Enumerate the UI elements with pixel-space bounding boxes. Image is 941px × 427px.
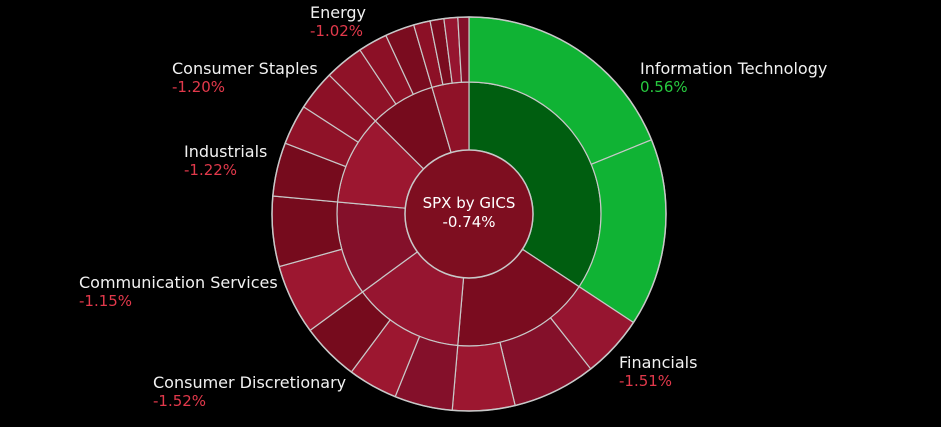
chart-title: SPX by GICS (423, 194, 516, 212)
sector-change-communication-services: -1.15% (79, 292, 132, 310)
sector-label-energy: Energy (310, 3, 366, 22)
sector-labels: Information Technology0.56%Financials-1.… (79, 3, 827, 410)
sector-change-consumer-discretionary: -1.52% (153, 392, 206, 410)
center-disc (404, 149, 534, 279)
sector-change-industrials: -1.22% (184, 161, 237, 179)
sector-label-consumer-discretionary: Consumer Discretionary (153, 373, 346, 392)
sector-change-information-technology: 0.56% (640, 78, 688, 96)
sector-change-consumer-staples: -1.20% (172, 78, 225, 96)
sector-label-financials: Financials (619, 353, 697, 372)
sunburst-segments (271, 16, 667, 412)
sector-label-consumer-staples: Consumer Staples (172, 59, 318, 78)
sector-label-communication-services: Communication Services (79, 273, 278, 292)
sector-change-energy: -1.02% (310, 22, 363, 40)
outer-ring-border (271, 16, 667, 412)
center-value: -0.74% (442, 213, 495, 231)
sector-label-information-technology: Information Technology (640, 59, 827, 78)
sector-label-industrials: Industrials (184, 142, 267, 161)
sector-change-financials: -1.51% (619, 372, 672, 390)
